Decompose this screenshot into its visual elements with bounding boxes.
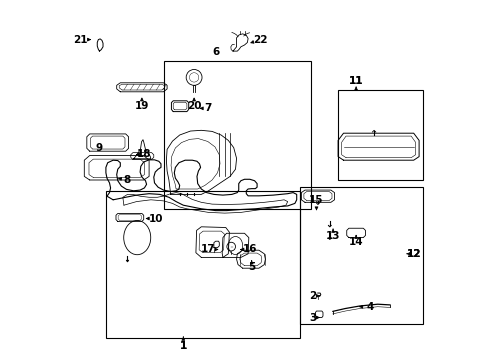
Text: 22: 22 <box>253 35 267 45</box>
Text: 3: 3 <box>308 312 316 323</box>
Text: 12: 12 <box>406 249 420 259</box>
Text: 9: 9 <box>95 143 102 153</box>
Bar <box>163 61 310 209</box>
Text: 19: 19 <box>134 101 149 111</box>
Bar <box>300 187 422 324</box>
Text: 4: 4 <box>366 302 373 312</box>
Text: 17: 17 <box>200 244 215 255</box>
Text: 2: 2 <box>308 291 316 301</box>
Text: 11: 11 <box>348 76 363 86</box>
Text: 10: 10 <box>149 213 163 224</box>
Text: 13: 13 <box>325 231 340 241</box>
Text: 1: 1 <box>179 341 186 351</box>
Text: 21: 21 <box>73 35 88 45</box>
Text: 8: 8 <box>123 175 130 185</box>
Bar <box>106 191 300 338</box>
Text: 1: 1 <box>179 341 186 351</box>
Text: 20: 20 <box>186 101 201 111</box>
Text: 14: 14 <box>348 237 363 247</box>
Text: 15: 15 <box>308 195 323 205</box>
Text: 5: 5 <box>247 262 255 273</box>
Bar <box>337 90 422 180</box>
Text: 6: 6 <box>212 47 219 57</box>
Text: 11: 11 <box>348 76 363 86</box>
Text: 16: 16 <box>242 244 257 255</box>
Text: 12: 12 <box>406 249 420 259</box>
Text: 18: 18 <box>136 149 151 159</box>
Text: 7: 7 <box>203 103 211 113</box>
